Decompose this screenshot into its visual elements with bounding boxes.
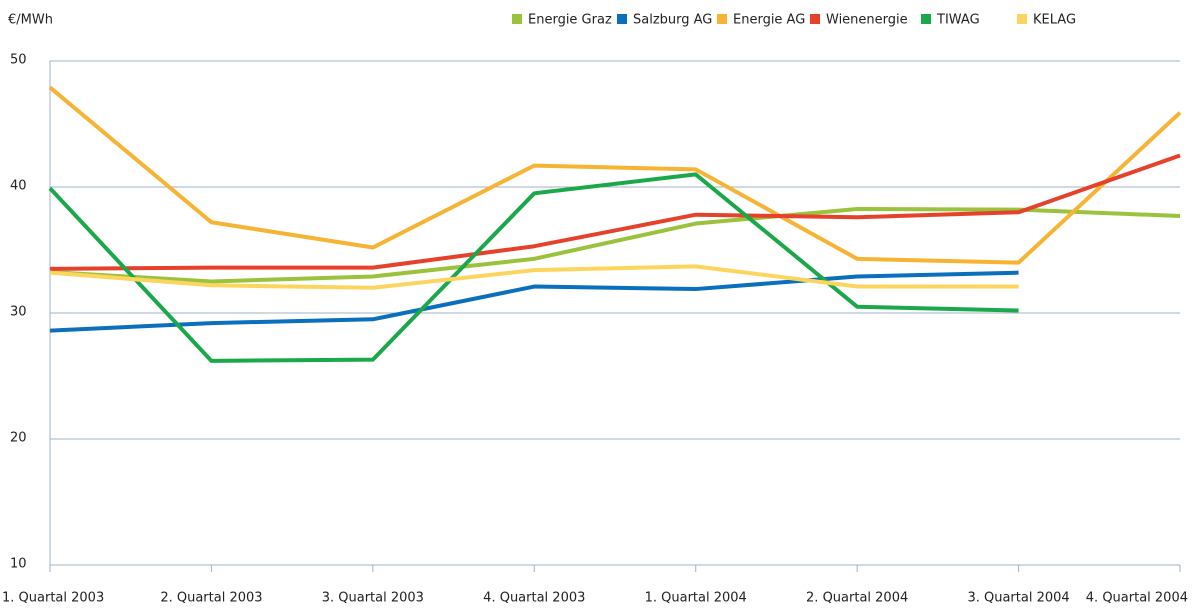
legend-swatch bbox=[717, 14, 727, 24]
x-tick-label: 2. Quartal 2003 bbox=[160, 591, 262, 606]
y-tick-label: 20 bbox=[10, 431, 27, 446]
x-tick-label: 4. Quartal 2003 bbox=[483, 591, 585, 606]
legend-swatch bbox=[1017, 14, 1027, 24]
legend-label: TIWAG bbox=[936, 13, 980, 28]
x-tick-label: 3. Quartal 2004 bbox=[967, 591, 1069, 606]
legend-swatch bbox=[512, 14, 522, 24]
series-line bbox=[49, 270, 1019, 333]
legend-label: Wienenergie bbox=[826, 13, 908, 28]
x-tick-label: 2. Quartal 2004 bbox=[806, 591, 908, 606]
x-tick-label: 4. Quartal 2004 bbox=[1086, 591, 1188, 606]
legend-label: Energie AG bbox=[733, 13, 805, 28]
y-tick-label: 40 bbox=[10, 179, 27, 194]
x-tick-label: 1. Quartal 2003 bbox=[2, 591, 104, 606]
legend-swatch bbox=[810, 14, 820, 24]
legend-swatch bbox=[921, 14, 931, 24]
legend-swatch bbox=[617, 14, 627, 24]
series-line bbox=[49, 264, 1019, 290]
x-tick-label: 1. Quartal 2004 bbox=[645, 591, 747, 606]
legend-label: KELAG bbox=[1033, 13, 1076, 28]
series-line bbox=[48, 85, 1182, 265]
legend-label: Energie Graz bbox=[528, 13, 612, 28]
y-axis-label: €/MWh bbox=[8, 13, 53, 28]
series-line bbox=[48, 172, 1019, 363]
x-tick-label: 3. Quartal 2003 bbox=[322, 591, 424, 606]
series-line bbox=[49, 153, 1181, 271]
y-tick-label: 30 bbox=[10, 305, 27, 320]
legend-label: Salzburg AG bbox=[633, 13, 712, 28]
y-tick-label: 10 bbox=[10, 557, 27, 572]
series-line bbox=[49, 207, 1181, 284]
y-tick-label: 50 bbox=[10, 53, 27, 68]
